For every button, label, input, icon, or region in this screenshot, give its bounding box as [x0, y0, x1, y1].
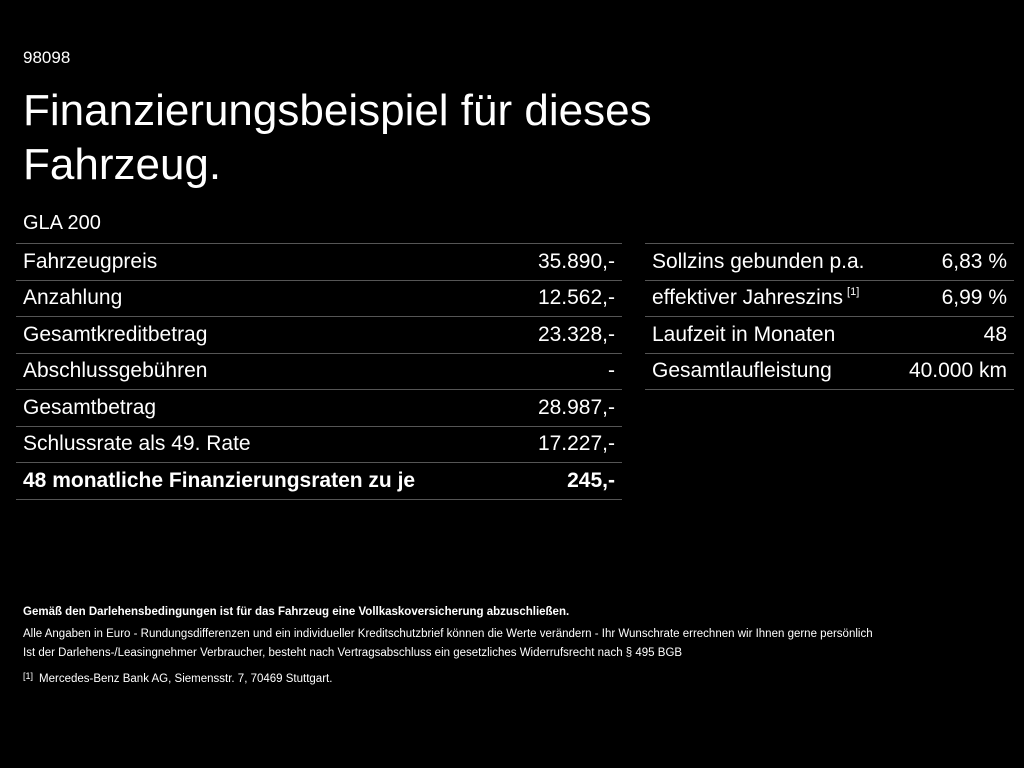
note: Alle Angaben in Euro - Rundungsdifferenz… — [23, 628, 873, 640]
financing-table: Fahrzeugpreis 35.890,- Anzahlung 12.562,- Ge… — [16, 243, 622, 500]
row-label: Sollzins gebunden p.a. — [652, 249, 865, 273]
row-label-group: Sollzins gebunden p.a. — [652, 250, 865, 274]
row-label: Anzahlung — [23, 286, 123, 310]
row-label: Gesamtlaufleistung — [652, 359, 832, 383]
note: Ist der Darlehens-/Leasingnehmer Verbrau… — [23, 647, 683, 659]
table-row: Gesamtkreditbetrag 23.328,- — [16, 317, 622, 354]
footnote-ref: [1] — [847, 286, 860, 299]
row-label: Gesamtkreditbetrag — [23, 322, 208, 346]
table-row: Sollzins gebunden p.a. 6,83 % — [645, 244, 1014, 281]
footnote-marker: [1] — [23, 671, 34, 681]
row-label: effektiver Jahreszins — [652, 286, 844, 310]
row-value: 28.987,- — [537, 395, 615, 419]
note: Gemäß den Darlehensbedingungen ist für d… — [23, 606, 570, 618]
row-label: Gesamtbetrag — [23, 395, 157, 419]
row-value: 12.562,- — [537, 286, 615, 310]
table-row: Fahrzeugpreis 35.890,- — [16, 244, 622, 281]
row-label-group: Gesamtlaufleistung — [652, 359, 832, 383]
row-label-group: effektiver Jahreszins [1] — [652, 286, 859, 310]
table-row: Gesamtlaufleistung 40.000 km — [645, 354, 1014, 390]
row-value: 6,99 % — [941, 286, 1007, 310]
row-value: 23.328,- — [537, 322, 615, 346]
row-value: 17.227,- — [537, 432, 615, 456]
table-row: Anzahlung 12.562,- — [16, 281, 622, 317]
row-value: 245,- — [567, 468, 615, 492]
table-row: effektiver Jahreszins [1] 6,99 % — [645, 281, 1014, 317]
row-label: Fahrzeugpreis — [23, 249, 158, 273]
table-row: Gesamtbetrag 28.987,- — [16, 390, 622, 427]
row-value: - — [608, 359, 615, 383]
row-label-group: Laufzeit in Monaten — [652, 323, 835, 347]
row-label: 48 monatliche Finanzierungsraten zu je — [23, 468, 416, 492]
row-value: 48 — [983, 322, 1007, 346]
terms-table: Sollzins gebunden p.a. 6,83 % effektiver J… — [645, 243, 1014, 390]
table-row: Schlussrate als 49. Rate 17.227,- — [16, 427, 622, 463]
title: Finanzierungsbeispiel für dieses Fahrzeu… — [23, 86, 652, 189]
row-label: Schlussrate als 49. Rate — [23, 432, 251, 456]
model-name: GLA 200 — [23, 212, 101, 234]
document-id: 98098 — [23, 48, 71, 67]
table-row: 48 monatliche Finanzierungsraten zu je 24… — [16, 463, 622, 500]
footnote: [1] Mercedes-Benz Bank AG, Siemensstr. 7,… — [23, 671, 332, 685]
row-label: Laufzeit in Monaten — [652, 322, 836, 346]
row-value: 35.890,- — [537, 249, 615, 273]
row-value: 6,83 % — [941, 249, 1007, 273]
footnote-text: Mercedes-Benz Bank AG, Siemensstr. 7, 70… — [39, 673, 333, 685]
table-row: Laufzeit in Monaten 48 — [645, 317, 1014, 354]
table-row: Abschlussgebühren - — [16, 354, 622, 390]
row-value: 40.000 km — [908, 359, 1007, 383]
row-label: Abschlussgebühren — [23, 359, 208, 383]
